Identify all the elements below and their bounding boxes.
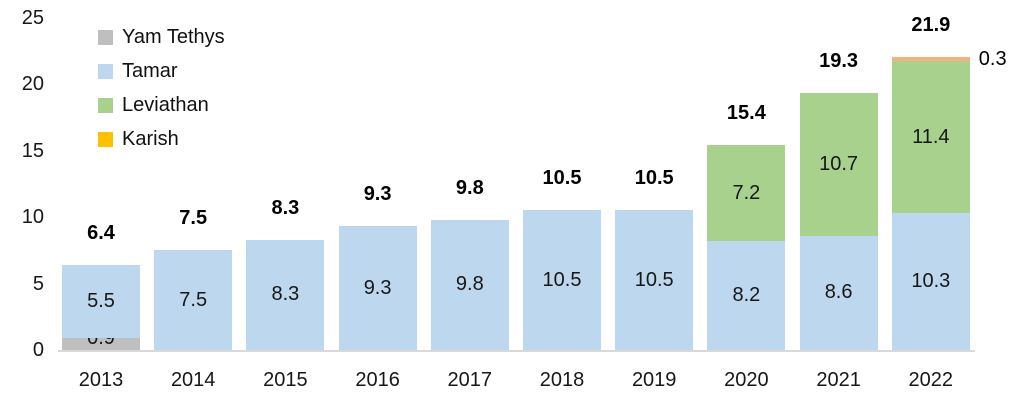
x-tick-label: 2019 bbox=[631, 369, 677, 391]
bar-segment-tamar-2020 bbox=[707, 240, 786, 350]
bar-segment-leviathan-2021 bbox=[799, 93, 878, 236]
legend-label: Leviathan bbox=[122, 93, 209, 116]
bar-segment-yam-tethys-2013 bbox=[62, 338, 140, 350]
total-value-label: 15.4 bbox=[726, 102, 766, 125]
bar-segment-leviathan-2020 bbox=[707, 145, 786, 241]
legend-item-karish: Karish bbox=[98, 122, 225, 156]
y-tick-label: 25 bbox=[21, 6, 44, 29]
karish-swatch-icon bbox=[98, 131, 113, 147]
x-tick-label: 2013 bbox=[78, 369, 124, 391]
legend-label: Karish bbox=[122, 127, 179, 150]
total-value-label: 10.5 bbox=[542, 167, 582, 190]
total-value-label: 19.3 bbox=[819, 50, 859, 73]
segment-value-label: 0.3 bbox=[978, 47, 1007, 70]
y-tick-label: 5 bbox=[32, 272, 44, 295]
x-tick-label: 2022 bbox=[908, 369, 954, 391]
y-tick-label: 0 bbox=[32, 339, 44, 361]
total-value-label: 7.5 bbox=[179, 207, 208, 230]
yam-tethys-swatch-icon bbox=[98, 29, 113, 45]
x-tick-label: 2017 bbox=[447, 369, 493, 391]
x-tick-label: 2018 bbox=[539, 369, 585, 391]
total-value-label: 21.9 bbox=[911, 14, 951, 37]
total-value-label: 10.5 bbox=[634, 167, 674, 190]
legend-item-tamar: Tamar bbox=[98, 54, 225, 88]
total-value-label: 6.4 bbox=[87, 221, 115, 244]
x-axis-line bbox=[58, 350, 975, 352]
tamar-swatch-icon bbox=[98, 63, 113, 79]
bar-segment-tamar-2022 bbox=[891, 213, 970, 350]
bar-segment-tamar-2014 bbox=[154, 250, 233, 350]
bar-segment-tamar-2013 bbox=[62, 264, 140, 339]
x-tick-label: 2020 bbox=[724, 369, 769, 391]
y-tick-label: 10 bbox=[21, 206, 44, 228]
bar-segment-tamar-2015 bbox=[246, 239, 325, 350]
bar-segment-tamar-2021 bbox=[799, 235, 878, 350]
x-tick-label: 2021 bbox=[816, 369, 861, 391]
x-tick-label: 2014 bbox=[170, 369, 216, 391]
bar-segment-karish-2022 bbox=[891, 57, 970, 62]
bar-segment-tamar-2018 bbox=[523, 210, 601, 350]
total-value-label: 9.3 bbox=[363, 183, 392, 206]
x-tick-label: 2016 bbox=[355, 369, 400, 391]
legend-item-yam-tethys: Yam Tethys bbox=[98, 20, 225, 54]
y-tick-label: 15 bbox=[21, 139, 44, 162]
bar-segment-leviathan-2022 bbox=[891, 61, 970, 213]
legend-label: Yam Tethys bbox=[122, 25, 225, 48]
legend-item-leviathan: Leviathan bbox=[98, 88, 225, 122]
total-value-label: 9.8 bbox=[455, 176, 484, 199]
bar-segment-tamar-2016 bbox=[338, 226, 417, 350]
x-tick-label: 2015 bbox=[263, 369, 308, 391]
legend-label: Tamar bbox=[122, 59, 178, 82]
legend: Yam Tethys Tamar Leviathan Karish bbox=[98, 20, 225, 156]
bar-segment-tamar-2017 bbox=[430, 219, 509, 350]
bar-segment-tamar-2019 bbox=[615, 210, 694, 350]
total-value-label: 8.3 bbox=[271, 196, 300, 219]
y-tick-label: 20 bbox=[21, 73, 44, 95]
leviathan-swatch-icon bbox=[98, 97, 113, 113]
